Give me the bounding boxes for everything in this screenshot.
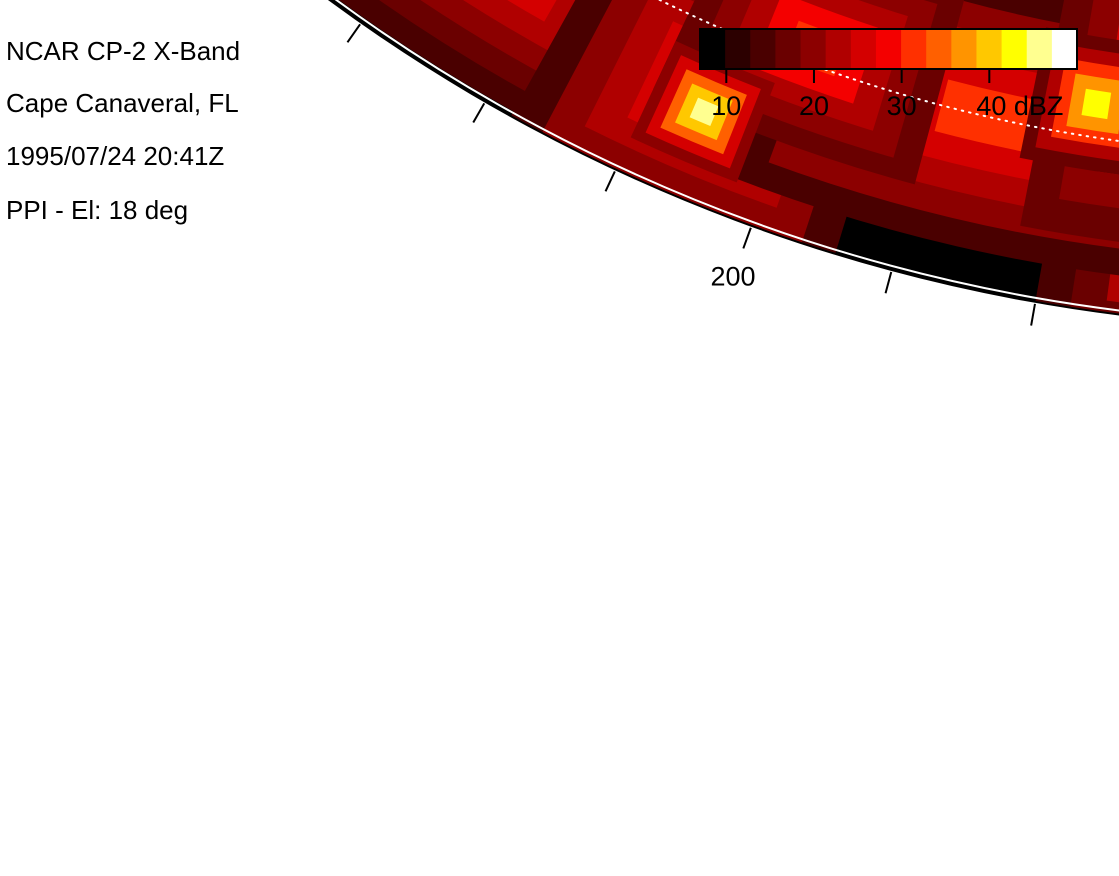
colorbar-swatch xyxy=(800,29,827,69)
colorbar-swatch xyxy=(725,29,751,69)
colorbar-swatch xyxy=(850,29,877,69)
radar-location: Cape Canaveral, FL xyxy=(6,88,239,118)
colorbar-swatch xyxy=(1026,29,1053,69)
reflectivity-cell xyxy=(1081,88,1112,120)
azimuth-tick xyxy=(742,227,752,249)
colorbar-swatch xyxy=(825,29,852,69)
reflectivity-cell xyxy=(934,79,1040,153)
colorbar-tick-label: 10 xyxy=(711,91,741,121)
colorbar-tick-label: 20 xyxy=(799,91,829,121)
azimuth-tick-label: 200 xyxy=(711,262,756,292)
colorbar-frame xyxy=(699,28,1078,70)
azimuth-tick xyxy=(1030,303,1036,326)
colorbar-legend: 10 20 30 40 dBZ xyxy=(699,28,1078,121)
colorbar-swatch xyxy=(1051,29,1078,69)
colorbar-swatch xyxy=(926,29,952,69)
colorbar-swatch xyxy=(875,29,902,69)
azimuth-tick xyxy=(472,102,486,123)
reflectivity-cell xyxy=(477,0,568,22)
radar-name: NCAR CP-2 X-Band xyxy=(6,36,241,66)
colorbar-tick-label: 30 xyxy=(887,91,917,121)
scan-elevation: PPI - El: 18 deg xyxy=(6,195,189,225)
colorbar-swatch xyxy=(951,29,978,69)
azimuth-tick xyxy=(346,23,361,43)
colorbar-swatch xyxy=(901,29,927,69)
colorbar-swatch xyxy=(750,29,776,69)
sector-arc-highlight xyxy=(334,0,1119,312)
colorbar-swatch xyxy=(775,29,802,69)
azimuth-tick xyxy=(884,271,893,294)
colorbar-swatch xyxy=(700,29,726,69)
colorbar-tick-label: 40 dBZ xyxy=(976,91,1063,121)
azimuth-ticks xyxy=(346,23,1036,326)
colorbar-swatch xyxy=(976,29,1003,69)
radar-sector-outline xyxy=(328,0,1119,316)
azimuth-tick-labels: 140160180200220 xyxy=(711,262,756,292)
reflectivity-cell xyxy=(689,97,719,126)
colorbar-swatch xyxy=(1001,29,1028,69)
scan-timestamp: 1995/07/24 20:41Z xyxy=(6,141,225,171)
azimuth-tick xyxy=(604,170,616,192)
